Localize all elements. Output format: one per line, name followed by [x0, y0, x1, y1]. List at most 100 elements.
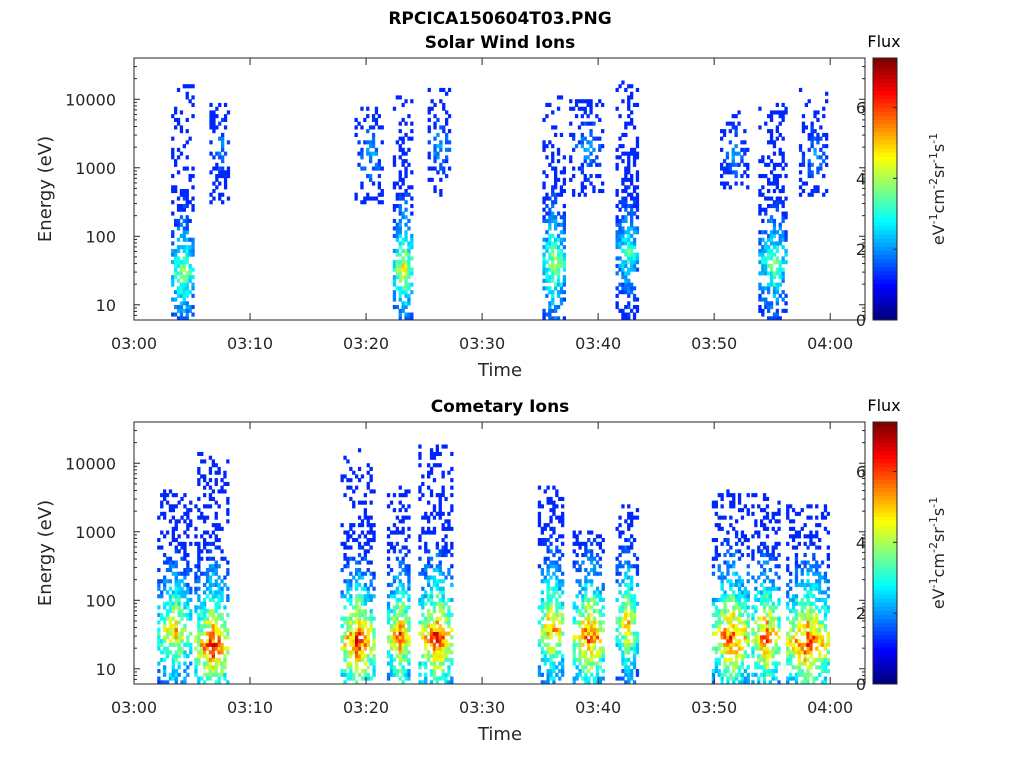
heatmap-cell [450, 582, 454, 587]
heatmap-cell [632, 151, 637, 156]
heatmap-cell [407, 534, 411, 539]
heatmap-cell [189, 597, 193, 602]
heatmap-cell [751, 616, 755, 621]
heatmap-cell [542, 252, 546, 257]
heatmap-cell [632, 657, 637, 662]
heatmap-cell [751, 493, 755, 498]
heatmap-cell [584, 568, 588, 573]
heatmap-cell [820, 575, 825, 580]
heatmap-cell [627, 590, 631, 595]
heatmap-cell [404, 493, 408, 498]
heatmap-cell [545, 267, 549, 272]
heatmap-cell [369, 151, 373, 156]
colorbar-segment [873, 238, 897, 243]
heatmap-cell [179, 204, 184, 209]
heatmap-cell [450, 504, 454, 509]
heatmap-cell [711, 612, 716, 617]
heatmap-cell [551, 245, 555, 250]
heatmap-cell [581, 650, 585, 655]
heatmap-cell [627, 515, 631, 520]
heatmap-cell [812, 601, 816, 606]
heatmap-cell [800, 560, 804, 565]
heatmap-cell [746, 635, 750, 640]
heatmap-cell [746, 162, 750, 167]
heatmap-cell [575, 642, 579, 647]
heatmap-cell [168, 624, 173, 629]
heatmap-cell [740, 612, 745, 617]
heatmap-cell [561, 612, 565, 617]
heatmap-cell [174, 248, 178, 253]
heatmap-cell [551, 301, 555, 306]
heatmap-cell [220, 594, 224, 599]
heatmap-cell [809, 534, 813, 539]
heatmap-cell [627, 293, 631, 298]
heatmap-cell [549, 564, 553, 569]
heatmap-cell [386, 541, 391, 546]
heatmap-cell [226, 508, 230, 513]
heatmap-cell [743, 170, 747, 175]
heatmap-cell [349, 627, 353, 632]
heatmap-cell [786, 639, 790, 644]
heatmap-cell [578, 590, 582, 595]
heatmap-cell [447, 470, 451, 475]
heatmap-cell [392, 657, 397, 662]
heatmap-cell [389, 594, 394, 599]
heatmap-cell [720, 676, 724, 681]
heatmap-cell [355, 485, 359, 490]
x-tick-label: 03:50 [691, 698, 737, 717]
heatmap-cell [809, 631, 813, 636]
heatmap-cell [217, 575, 221, 580]
heatmap-cell [366, 597, 370, 602]
heatmap-cell [372, 627, 376, 632]
heatmap-cell [731, 159, 735, 164]
heatmap-cell [772, 312, 777, 317]
heatmap-cell [627, 282, 631, 287]
heatmap-cell [211, 654, 215, 659]
heatmap-cell [627, 170, 631, 175]
heatmap-cell [797, 624, 801, 629]
heatmap-cell [537, 485, 542, 490]
heatmap-cell [549, 605, 553, 610]
heatmap-cell [587, 620, 591, 625]
heatmap-cell [346, 672, 350, 677]
heatmap-cell [800, 597, 804, 602]
heatmap-cell [587, 556, 591, 561]
heatmap-cell [798, 192, 803, 197]
heatmap-cell [722, 185, 727, 190]
heatmap-cell [735, 627, 739, 632]
heatmap-cell [751, 553, 755, 558]
heatmap-cell [581, 642, 585, 647]
heatmap-cell [435, 511, 439, 516]
heatmap-cell [366, 631, 370, 636]
heatmap-cell [746, 553, 750, 558]
heatmap-cell [438, 571, 442, 576]
heatmap-cell [223, 627, 227, 632]
heatmap-cell [197, 515, 201, 520]
heatmap-cell [768, 624, 772, 629]
heatmap-cell [392, 665, 397, 670]
heatmap-cell [217, 657, 221, 662]
heatmap-cell [398, 136, 402, 141]
heatmap-cell [735, 549, 739, 554]
heatmap-cell [424, 639, 428, 644]
heatmap-cell [578, 639, 582, 644]
heatmap-cell [548, 267, 552, 272]
heatmap-cell [407, 489, 411, 494]
heatmap-cell [352, 635, 356, 640]
heatmap-cell [433, 166, 437, 171]
heatmap-cell [174, 594, 178, 599]
heatmap-cell [618, 646, 622, 651]
heatmap-cell [578, 564, 582, 569]
heatmap-cell [404, 515, 408, 520]
heatmap-cell [726, 676, 730, 681]
heatmap-cell [217, 605, 221, 610]
x-tick-label: 03:50 [691, 334, 737, 353]
heatmap-cell [197, 635, 201, 640]
heatmap-cell [424, 620, 428, 625]
heatmap-cell [191, 84, 195, 89]
heatmap-cell [595, 609, 600, 614]
heatmap-cell [743, 597, 747, 602]
heatmap-cell [717, 657, 721, 662]
heatmap-cell [781, 256, 785, 261]
heatmap-cell [398, 211, 402, 216]
